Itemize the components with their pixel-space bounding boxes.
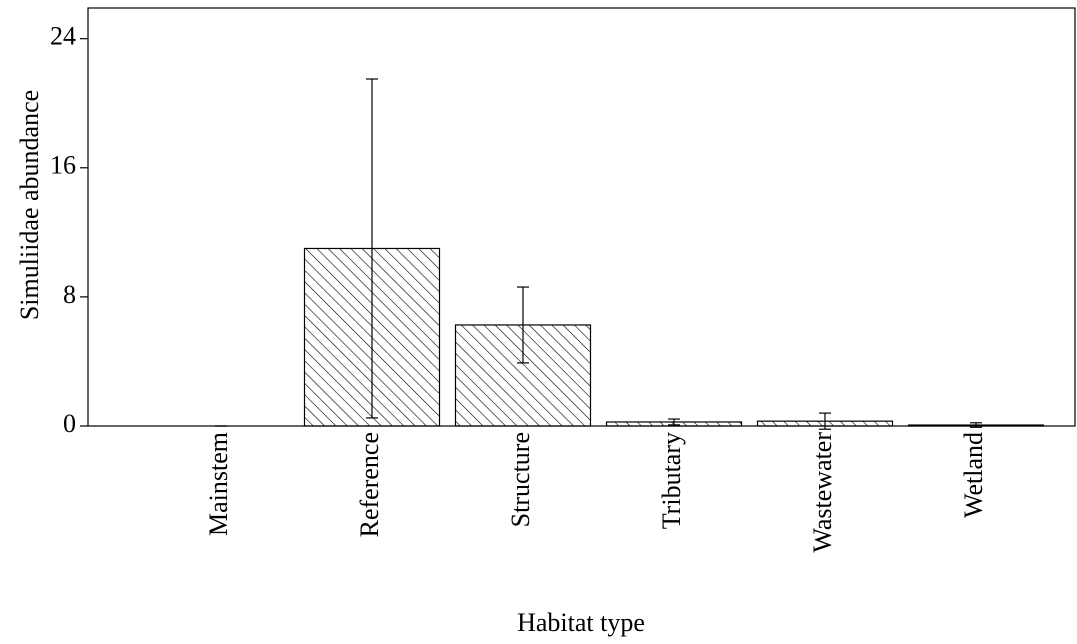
y-tick-label: 24 <box>50 22 76 51</box>
x-tick-label: Reference <box>355 432 384 537</box>
y-tick-label: 8 <box>63 280 76 309</box>
x-tick-label: Wastewater <box>808 432 837 553</box>
y-tick-label: 16 <box>50 151 76 180</box>
x-tick-label: Mainstem <box>204 432 233 536</box>
x-tick-label: Wetland <box>959 432 988 518</box>
y-tick-label: 0 <box>63 409 76 438</box>
x-axis-title: Habitat type <box>517 608 645 637</box>
x-tick-label: Tributary <box>657 432 686 529</box>
x-tick-label: Structure <box>506 432 535 527</box>
y-axis-title: Simuliidae abundance <box>15 90 44 320</box>
